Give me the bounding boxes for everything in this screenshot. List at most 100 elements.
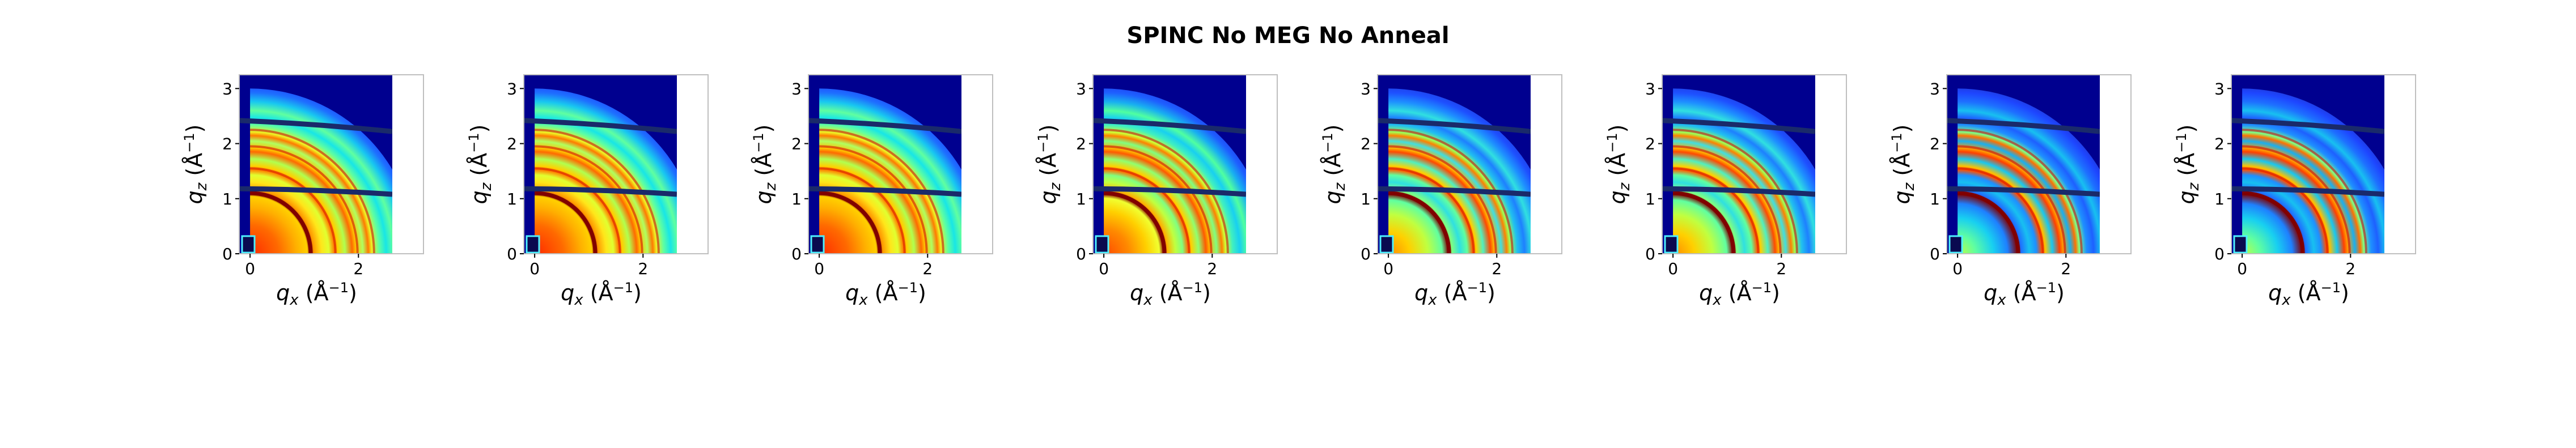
detector-gap xyxy=(1093,186,1246,197)
y-axis-label: qz (Å−1) xyxy=(751,125,779,204)
x-axis-label: qx (Å−1) xyxy=(845,280,926,309)
ring-arc xyxy=(1673,129,1798,254)
axes-frame xyxy=(1946,74,2132,254)
x-tick-label: 0 xyxy=(245,259,255,278)
beamstop xyxy=(1379,235,1394,254)
x-axis-label: qx (Å−1) xyxy=(561,280,642,309)
y-tick-label: 3 xyxy=(1361,79,1371,98)
axes-frame xyxy=(808,74,993,254)
figure-title: SPINC No MEG No Anneal xyxy=(1126,23,1449,49)
detector-gap xyxy=(1378,186,1531,197)
y-tick-label: 0 xyxy=(1076,245,1086,263)
x-tick-label: 2 xyxy=(2061,259,2071,278)
ring-arc xyxy=(1673,167,1760,254)
x-tick-label: 0 xyxy=(1099,259,1109,278)
scattering-image xyxy=(239,75,392,254)
y-tick-label: 0 xyxy=(1361,245,1371,263)
y-tick-label: 0 xyxy=(1645,245,1655,263)
giwaxs-panel: 0 1 2 3 0 2 qx (Å−1) qz (Å−1) xyxy=(751,74,993,309)
y-tick-label: 1 xyxy=(1930,190,1940,208)
ring-arc xyxy=(535,145,643,254)
y-tick-label: 1 xyxy=(1645,190,1655,208)
y-tick-label: 3 xyxy=(1930,79,1940,98)
x-tick-label: 2 xyxy=(2345,259,2355,278)
y-tick-label: 1 xyxy=(1361,190,1371,208)
scattering-image xyxy=(1378,75,1531,254)
ring-arc xyxy=(535,129,660,254)
y-tick-label: 3 xyxy=(1645,79,1655,98)
scattering-image xyxy=(1662,75,1815,254)
ring-arc xyxy=(1388,167,1475,254)
axes-frame xyxy=(1662,74,1847,254)
ring-arc xyxy=(1104,191,1167,254)
y-axis-label: qz (Å−1) xyxy=(1889,125,1918,204)
detector-gap xyxy=(808,118,961,134)
giwaxs-panel: 0 1 2 3 0 2 qx (Å−1) qz (Å−1) xyxy=(2174,74,2416,309)
y-tick-label: 1 xyxy=(222,190,232,208)
beamstop xyxy=(810,235,825,254)
ring-arc xyxy=(1104,129,1229,254)
x-tick-label: 0 xyxy=(1383,259,1393,278)
y-tick-label: 0 xyxy=(791,245,802,263)
scattering-image xyxy=(524,75,677,254)
ring-arc xyxy=(250,191,313,254)
detector-gap xyxy=(808,186,961,197)
detector-gap xyxy=(1378,118,1531,134)
ring-arc xyxy=(535,167,621,254)
x-axis-label: qx (Å−1) xyxy=(2268,280,2349,309)
ring-arc xyxy=(1388,191,1451,254)
detector-gap xyxy=(1947,118,2100,134)
ring-arc xyxy=(1958,129,2083,254)
ring-arc xyxy=(819,167,906,254)
beamstop xyxy=(1664,235,1679,254)
y-tick-label: 0 xyxy=(507,245,517,263)
x-axis-label: qx (Å−1) xyxy=(1984,280,2065,309)
ring-arc xyxy=(1104,167,1190,254)
detector-gap xyxy=(1662,118,1815,134)
y-tick-label: 2 xyxy=(791,135,802,153)
y-tick-label: 0 xyxy=(2214,245,2225,263)
x-axis-label: qx (Å−1) xyxy=(1414,280,1495,309)
giwaxs-panel: 0 1 2 3 0 2 qx (Å−1) qz (Å−1) xyxy=(181,74,424,309)
detector-gap xyxy=(524,186,677,197)
ring-arc xyxy=(2242,145,2351,254)
giwaxs-panel: 0 1 2 3 0 2 qx (Å−1) qz (Å−1) xyxy=(1889,74,2132,309)
ring-arc xyxy=(1104,145,1213,254)
y-tick-label: 2 xyxy=(2214,135,2225,153)
y-axis-label: qz (Å−1) xyxy=(1320,125,1349,204)
x-tick-label: 0 xyxy=(529,259,540,278)
giwaxs-panel: 0 1 2 3 0 2 qx (Å−1) qz (Å−1) xyxy=(1604,74,1847,309)
detector-gap xyxy=(524,118,677,134)
y-axis-label: qz (Å−1) xyxy=(466,125,495,204)
y-tick-label: 3 xyxy=(2214,79,2225,98)
detector-gap xyxy=(239,118,392,134)
x-tick-label: 2 xyxy=(353,259,363,278)
y-tick-label: 0 xyxy=(222,245,232,263)
x-tick-label: 2 xyxy=(922,259,933,278)
x-tick-label: 0 xyxy=(1668,259,1678,278)
x-tick-label: 2 xyxy=(638,259,648,278)
ring-arc xyxy=(1958,167,2044,254)
ring-arc xyxy=(1958,191,2020,254)
x-axis-label: qx (Å−1) xyxy=(1699,280,1780,309)
ring-arc xyxy=(1673,191,1736,254)
ring-arc xyxy=(250,167,337,254)
ring-arc xyxy=(1388,145,1497,254)
axes-frame xyxy=(1377,74,1562,254)
x-axis-label: qx (Å−1) xyxy=(276,280,357,309)
detector-gap xyxy=(2231,118,2384,134)
giwaxs-panel: 0 1 2 3 0 2 qx (Å−1) qz (Å−1) xyxy=(1035,74,1278,309)
x-tick-label: 2 xyxy=(1207,259,1217,278)
scattering-image xyxy=(808,75,961,254)
scattering-image xyxy=(1947,75,2100,254)
beamstop xyxy=(1948,235,1963,254)
beamstop xyxy=(2233,235,2248,254)
x-tick-label: 0 xyxy=(2237,259,2247,278)
y-axis-label: qz (Å−1) xyxy=(181,125,210,204)
y-tick-label: 1 xyxy=(507,190,517,208)
ring-arc xyxy=(2242,167,2329,254)
beamstop xyxy=(241,235,256,254)
ring-arc xyxy=(1673,145,1782,254)
y-tick-label: 2 xyxy=(507,135,517,153)
